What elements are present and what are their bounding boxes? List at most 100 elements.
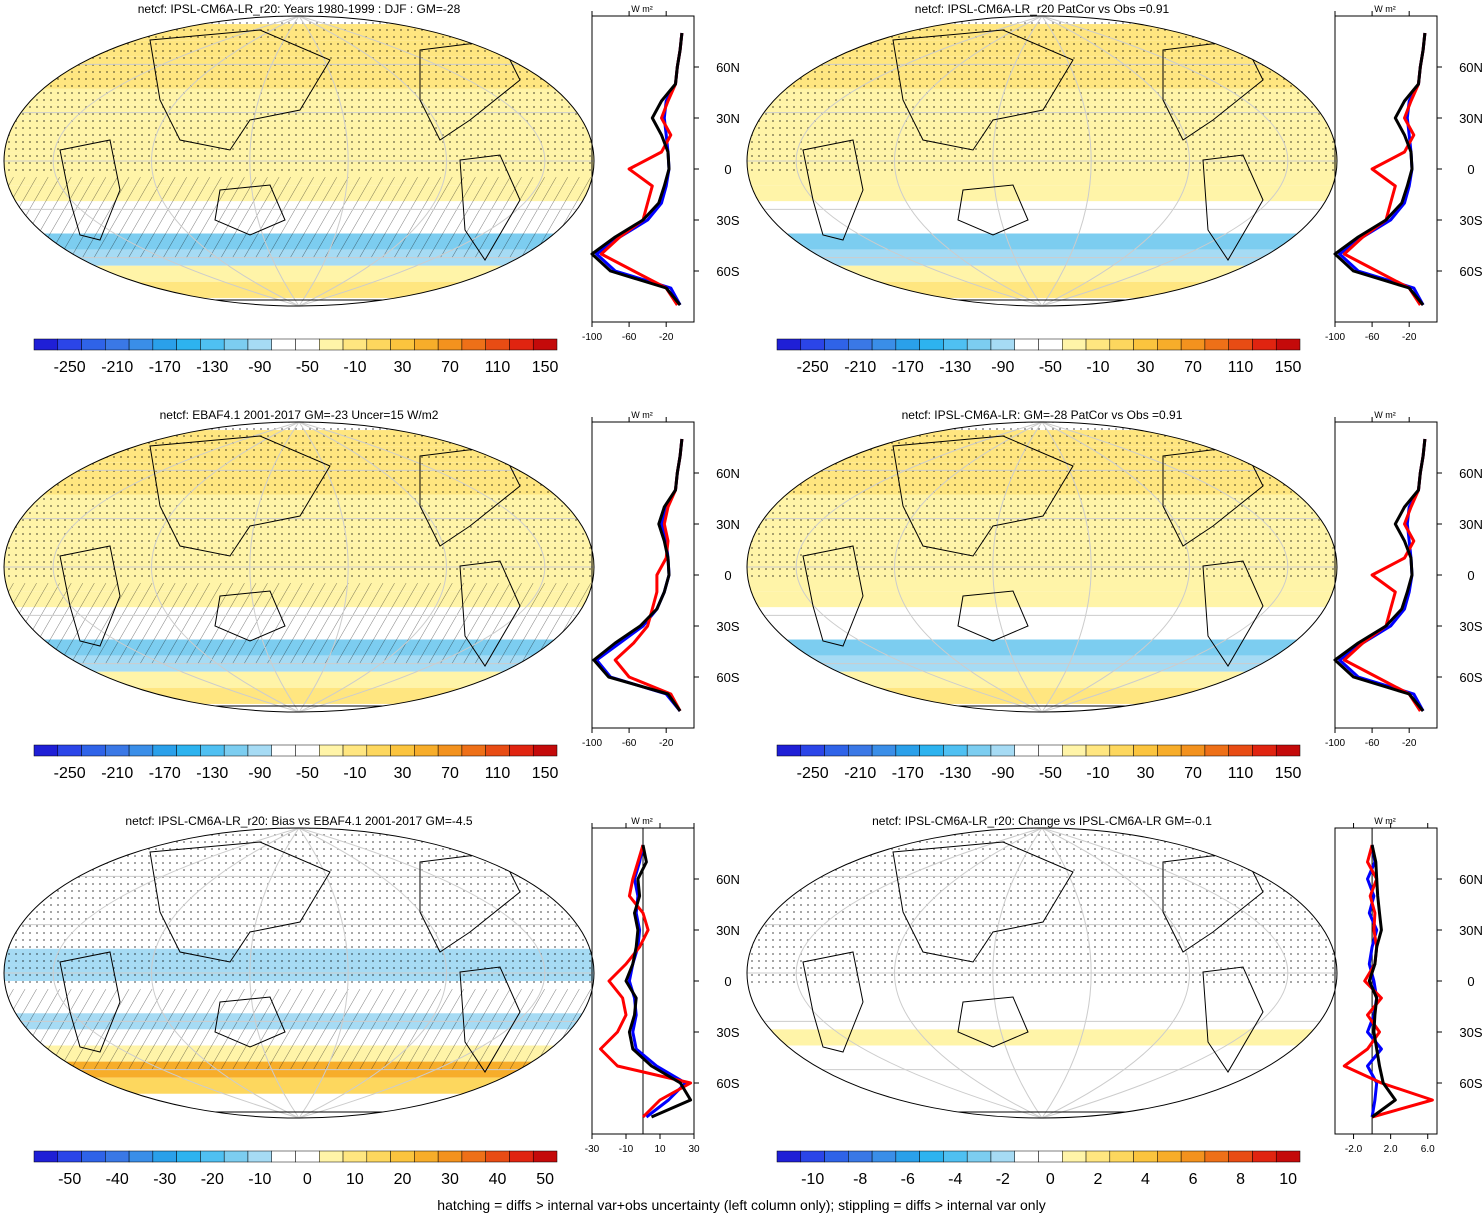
- colorbar-swatch: [105, 744, 130, 757]
- colorbar-tick-label: 30: [1137, 359, 1155, 376]
- colorbar-swatch: [414, 1150, 439, 1163]
- map-field: [4, 422, 594, 712]
- map-band: [747, 281, 1337, 298]
- colorbar-swatch: [871, 338, 897, 351]
- profile-lat-label: 30S: [716, 1025, 739, 1040]
- colorbar-swatch: [895, 338, 920, 351]
- map-band: [747, 591, 1337, 608]
- colorbar-swatch: [1133, 338, 1158, 351]
- profile-lat-label: 30S: [1459, 1025, 1482, 1040]
- profile-x-tick-label: -100: [582, 738, 602, 749]
- panel-title: netcf: IPSL-CM6A-LR_r20: Years 1980-1999…: [137, 2, 461, 16]
- colorbar-swatch: [128, 1150, 154, 1163]
- colorbar-swatch: [509, 744, 534, 757]
- map-outline: [746, 827, 1338, 1119]
- map-band: [747, 671, 1337, 688]
- profile-x-tick-label: 2.0: [1384, 1144, 1398, 1155]
- colorbar-swatch: [33, 744, 59, 757]
- map-band: [747, 185, 1337, 202]
- panel-figure: -250 -210 -170 -130 -90 -50 -10 30 70 110 150 W m² 6…: [746, 4, 1483, 376]
- colorbar-tick-label: 40: [489, 1171, 507, 1188]
- colorbar-tick-label: -210: [844, 359, 876, 376]
- map-outline: [746, 421, 1338, 713]
- panel-figure: -50 -40 -30 -20 -10 0 10 20 30 40 50 W m² 60N 30N 0 30S…: [3, 816, 740, 1188]
- colorbar-swatch: [176, 1150, 201, 1163]
- colorbar-swatch: [200, 1150, 225, 1163]
- panel-title: netcf: IPSL-CM6A-LR: GM=-28 PatCor vs Ob…: [901, 408, 1183, 422]
- colorbar-swatch: [1133, 1150, 1158, 1163]
- colorbar-swatch: [1109, 1150, 1134, 1163]
- profile-lat-label: 0: [1467, 568, 1474, 583]
- colorbar-tick-label: 30: [394, 765, 412, 782]
- colorbar-swatch: [532, 338, 558, 351]
- colorbar-swatch: [152, 338, 177, 351]
- coastline: [1202, 966, 1264, 1073]
- colorbar-swatch: [366, 744, 391, 757]
- map-band: [4, 1077, 594, 1094]
- colorbar-swatch: [390, 338, 415, 351]
- colorbar-swatch: [1109, 744, 1134, 757]
- map-band: [747, 687, 1337, 704]
- colorbar-swatch: [1038, 1150, 1063, 1163]
- colorbar-tick-label: -10: [248, 1171, 271, 1188]
- colorbar-swatch: [485, 338, 510, 351]
- map-panel-patcor-r20: netcf: IPSL-CM6A-LR_r20 PatCor vs Obs =0…: [743, 0, 1483, 400]
- colorbar-swatch: [461, 1150, 486, 1163]
- colorbar-swatch: [824, 1150, 849, 1163]
- colorbar-swatch: [1228, 338, 1253, 351]
- profile-lat-label: 60S: [1459, 264, 1482, 279]
- colorbar-swatch: [366, 1150, 391, 1163]
- coastline: [59, 545, 121, 647]
- colorbar-swatch: [1014, 1150, 1039, 1163]
- colorbar-swatch: [1062, 1150, 1087, 1163]
- colorbar-swatch: [152, 1150, 177, 1163]
- profile-lat-label: 60N: [716, 466, 740, 481]
- colorbar-swatch: [800, 338, 825, 351]
- colorbar-tick-label: 150: [532, 359, 559, 376]
- colorbar-swatch: [1157, 1150, 1182, 1163]
- coastline: [214, 184, 286, 236]
- colorbar-swatch: [437, 744, 463, 757]
- map-outline: [3, 15, 595, 307]
- profile-lat-label: 30N: [1459, 517, 1483, 532]
- map-band: [4, 281, 594, 298]
- profile-unit-label: W m²: [631, 4, 653, 14]
- map-band: [4, 1093, 594, 1110]
- colorbar-tick-label: -50: [1039, 765, 1062, 782]
- colorbar-tick-label: -170: [149, 359, 181, 376]
- map-panel-change: netcf: IPSL-CM6A-LR_r20: Change vs IPSL-…: [743, 812, 1483, 1212]
- colorbar-tick-label: -130: [196, 359, 228, 376]
- coastline: [957, 996, 1029, 1048]
- colorbar-swatch: [461, 338, 486, 351]
- colorbar-swatch: [824, 744, 849, 757]
- colorbar-swatch: [461, 744, 486, 757]
- colorbar-swatch: [81, 1150, 106, 1163]
- profile-x-tick-label: 6.0: [1421, 1144, 1435, 1155]
- colorbar-swatch: [776, 744, 802, 757]
- coastline: [214, 590, 286, 642]
- colorbar-swatch: [319, 1150, 344, 1163]
- colorbar-tick-label: 50: [536, 1171, 554, 1188]
- colorbar-swatch: [848, 1150, 873, 1163]
- colorbar-tick-label: 10: [346, 1171, 364, 1188]
- colorbar-swatch: [776, 1150, 802, 1163]
- colorbar-swatch: [943, 744, 968, 757]
- colorbar-swatch: [247, 1150, 272, 1163]
- colorbar-swatch: [1228, 744, 1253, 757]
- colorbar-swatch: [1204, 338, 1229, 351]
- map-band: [747, 623, 1337, 640]
- profile-x-tick-label: -100: [582, 332, 602, 343]
- colorbar-tick-label: 70: [1184, 359, 1202, 376]
- colorbar-tick-label: -130: [196, 765, 228, 782]
- profile-series-line: [590, 32, 684, 306]
- profile-lat-label: 60S: [1459, 1076, 1482, 1091]
- colorbar-tick-label: -250: [54, 765, 86, 782]
- profile-lat-label: 60N: [1459, 872, 1483, 887]
- profile-unit-label: W m²: [631, 410, 653, 420]
- colorbar-tick-label: -210: [101, 359, 133, 376]
- profile-series-line: [627, 844, 687, 1119]
- colorbar-swatch: [1062, 744, 1087, 757]
- colorbar-swatch: [1275, 1150, 1301, 1163]
- map-band: [747, 217, 1337, 234]
- profile-x-tick-label: -60: [1365, 332, 1380, 343]
